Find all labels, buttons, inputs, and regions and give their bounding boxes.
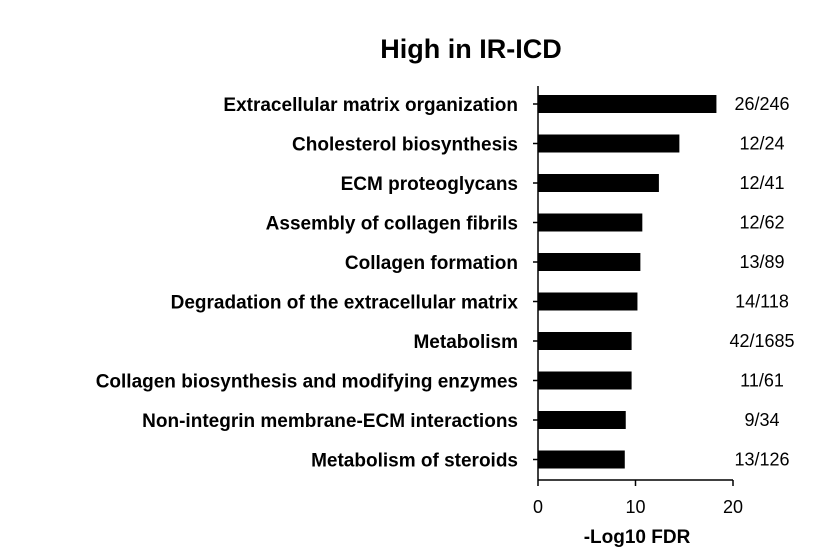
x-axis-label: -Log10 FDR [584,527,691,548]
ratio-label: 13/89 [739,252,784,272]
x-ticks: 0 10 20 [533,480,743,517]
x-tick-label: 10 [625,497,645,517]
bar [538,174,659,192]
category-label: Collagen biosynthesis and modifying enzy… [96,372,518,393]
ratio-label: 26/246 [734,94,789,114]
bar [538,371,632,390]
bar [538,213,643,232]
category-label: Extracellular matrix organization [223,95,518,116]
category-label: Metabolism of steroids [311,451,518,472]
category-label: Non-integrin membrane-ECM interactions [142,411,518,432]
ratio-labels: 26/246 12/24 12/41 12/62 13/89 14/118 42/1685 1… [729,94,794,470]
bar [538,134,680,153]
category-label: Assembly of collagen fibrils [266,214,518,235]
category-label: Collagen formation [345,253,518,274]
ratio-label: 13/126 [734,450,789,470]
category-label: Metabolism [413,332,518,353]
bar [538,411,626,429]
bar [538,332,632,350]
x-tick-label: 20 [723,497,743,517]
category-label: Cholesterol biosynthesis [292,135,518,156]
bar [538,450,625,469]
ratio-label: 42/1685 [729,331,794,351]
ratio-label: 12/41 [739,173,784,193]
chart-title: High in IR-ICD [380,34,561,64]
ratio-label: 11/61 [740,371,784,391]
ratio-label: 14/118 [735,292,789,312]
ratio-label: 12/24 [739,134,784,154]
bar [538,253,641,271]
category-label: Degradation of the extracellular matrix [171,293,519,314]
ratio-label: 9/34 [744,410,779,430]
bar [538,95,717,113]
bars-group [533,95,717,469]
bar [538,292,638,311]
category-label: ECM proteoglycans [341,174,518,195]
category-labels: Extracellular matrix organization Cholest… [96,95,519,472]
x-tick-label: 0 [533,497,543,517]
ratio-label: 12/62 [739,213,784,233]
